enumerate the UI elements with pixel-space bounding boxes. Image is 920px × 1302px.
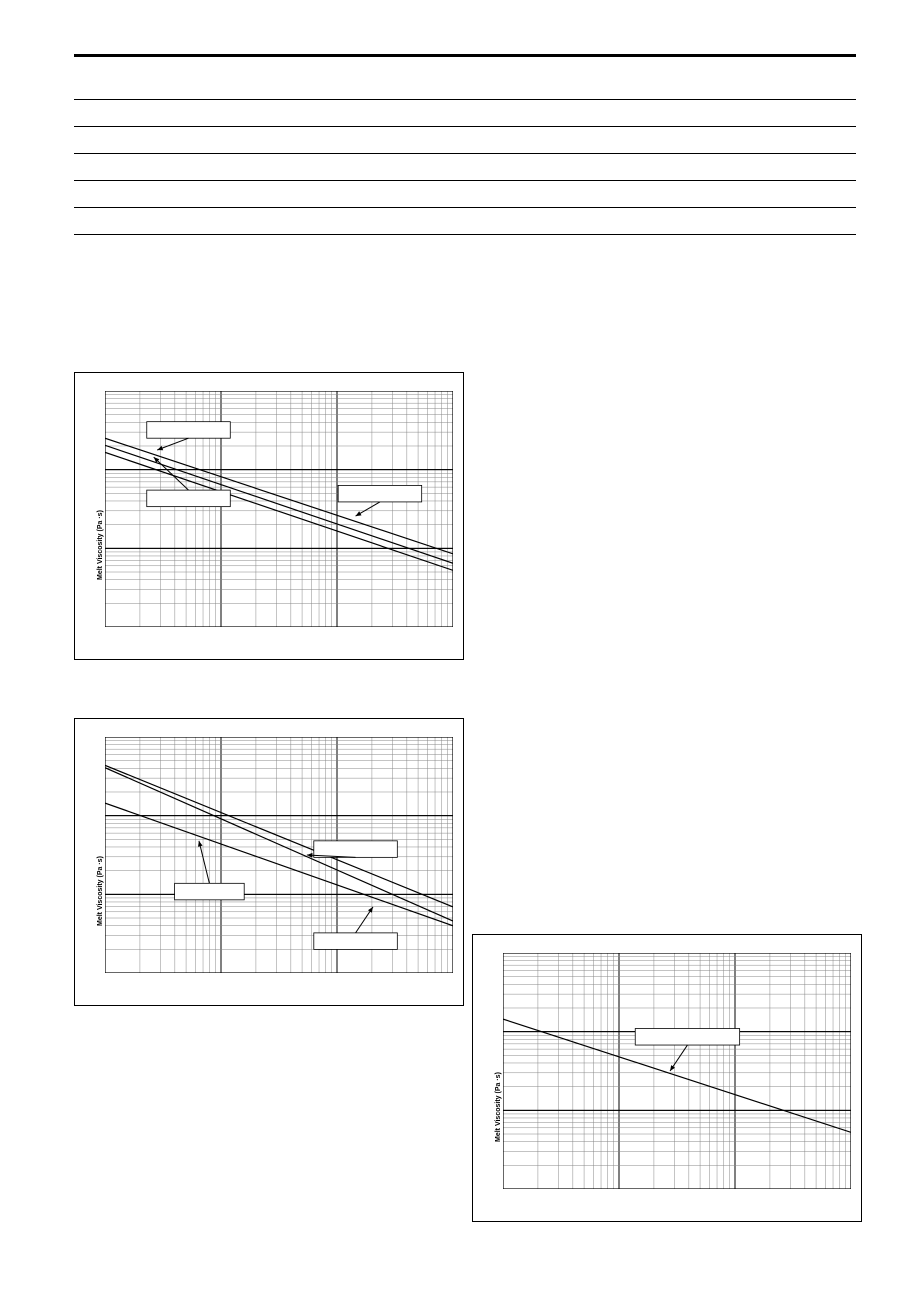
chart3-callout-0	[635, 1029, 739, 1046]
chart1-callout-1	[147, 490, 231, 507]
chart2-ylabel: Melt Viscosity (Pa ·s)	[97, 856, 104, 926]
chart1-callout-2	[338, 485, 422, 502]
header-rule-thick	[74, 54, 856, 57]
page-container	[74, 54, 856, 261]
chart1-ylabel: Melt Viscosity (Pa ·s)	[97, 510, 104, 580]
chart1-plot	[105, 391, 453, 627]
chart2-callout-0	[175, 883, 245, 900]
table-rule-1	[74, 99, 856, 100]
table-rule-4	[74, 180, 856, 181]
chart2-box: Melt Viscosity (Pa ·s)	[74, 718, 464, 1006]
chart3-ylabel: Melt Viscosity (Pa ·s)	[495, 1072, 502, 1142]
table-rule-5	[74, 207, 856, 208]
chart2-series-2	[105, 765, 453, 907]
chart2-series-1	[105, 803, 453, 926]
table-rule-2	[74, 126, 856, 127]
chart1-callout-0	[147, 422, 231, 439]
chart3-box: Melt Viscosity (Pa ·s)	[472, 934, 862, 1222]
table-rule-3	[74, 153, 856, 154]
chart1-box: Melt Viscosity (Pa ·s)	[74, 372, 464, 660]
chart2-callout-2	[314, 933, 398, 950]
table-rule-6	[74, 234, 856, 235]
chart3-plot	[503, 953, 851, 1189]
chart2-callout-1	[314, 841, 398, 858]
chart2-plot	[105, 737, 453, 973]
